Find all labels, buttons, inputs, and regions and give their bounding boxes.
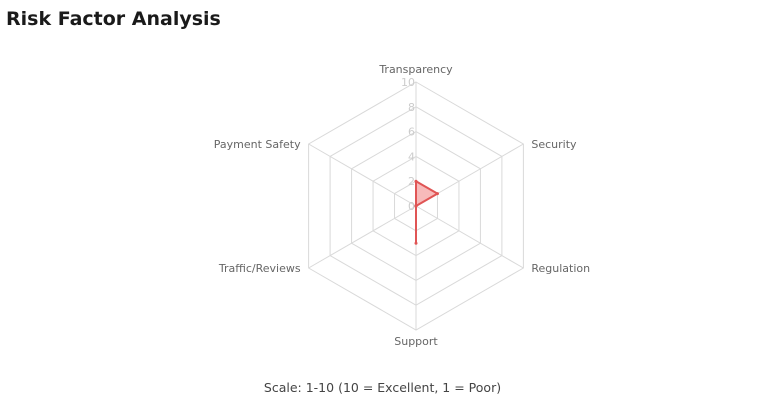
radar-chart: 0 2 4 6 8 10 Transparency Security Regulation Su… xyxy=(214,63,590,348)
axis-label-transparency: Transparency xyxy=(378,63,453,76)
data-point xyxy=(414,241,418,245)
radial-tick-labels: 0 2 4 6 8 10 xyxy=(401,76,415,213)
tick-label: 4 xyxy=(408,150,415,163)
data-point xyxy=(435,192,439,196)
axis-label-payment-safety: Payment Safety xyxy=(214,138,301,151)
grid-spoke xyxy=(308,143,417,207)
series-area xyxy=(415,180,439,245)
axis-label-support: Support xyxy=(394,335,438,348)
data-point xyxy=(414,204,418,208)
tick-label: 6 xyxy=(408,126,415,139)
radar-grid xyxy=(308,81,524,331)
scale-caption: Scale: 1-10 (10 = Excellent, 1 = Poor) xyxy=(263,380,502,395)
grid-spoke xyxy=(415,205,524,269)
axis-labels: Transparency Security Regulation Support Tra… xyxy=(214,63,590,348)
tick-label: 8 xyxy=(408,101,415,114)
tick-label: 2 xyxy=(408,175,415,188)
axis-label-regulation: Regulation xyxy=(531,262,590,275)
axis-label-security: Security xyxy=(531,138,577,151)
chart-title: Risk Factor Analysis xyxy=(6,8,221,30)
grid-spoke xyxy=(308,205,417,269)
tick-label: 10 xyxy=(401,76,415,89)
axis-label-traffic-reviews: Traffic/Reviews xyxy=(218,262,301,275)
tick-label: 0 xyxy=(408,200,415,213)
radar-series xyxy=(414,179,439,245)
data-point xyxy=(414,179,418,183)
